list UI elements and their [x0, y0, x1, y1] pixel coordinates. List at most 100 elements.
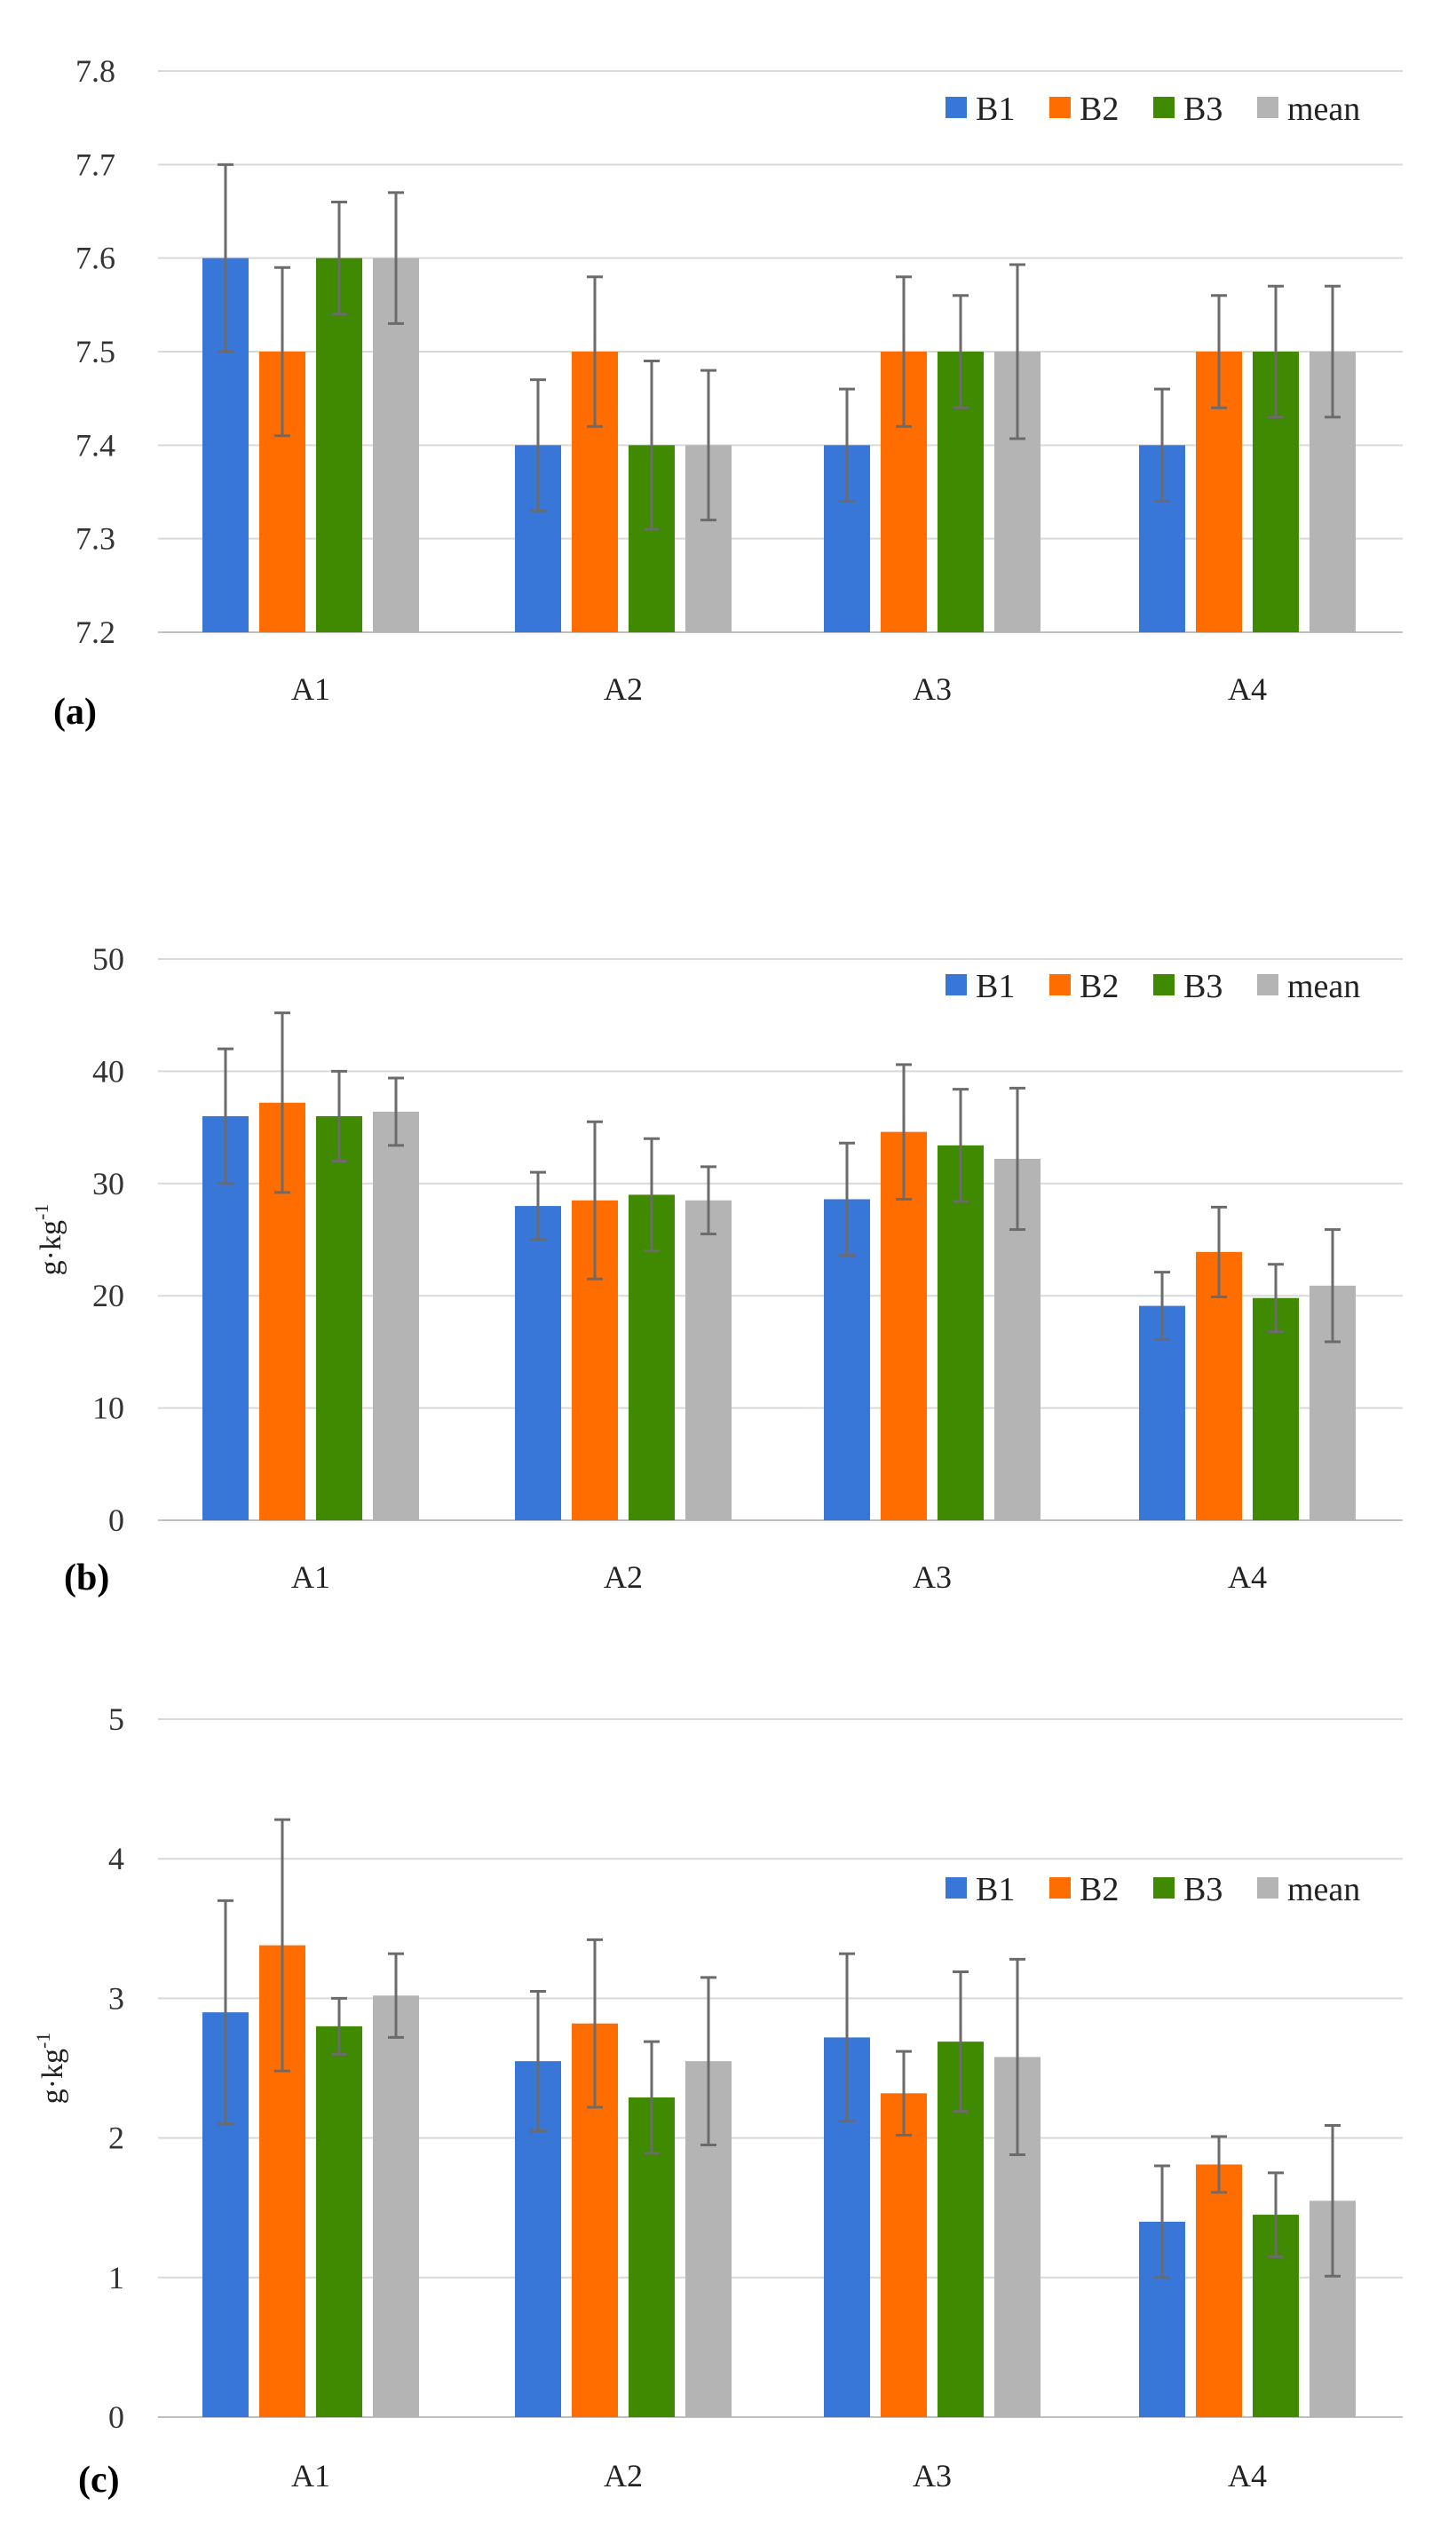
- error-bar: [331, 1069, 347, 1163]
- error-bar: [274, 1011, 290, 1194]
- x-tick-label: A2: [604, 671, 643, 707]
- y-axis-label: g·kg-1: [30, 1204, 67, 1276]
- error-bar: [1009, 263, 1025, 440]
- y-tick-label: 0: [108, 2399, 124, 2435]
- y-tick-label: 7.6: [75, 241, 115, 276]
- y-tick-label: 20: [92, 1278, 124, 1313]
- y-tick-label: 30: [92, 1166, 124, 1201]
- error-bar: [953, 294, 969, 409]
- x-tick-label: A4: [1228, 1559, 1267, 1595]
- y-tick-label: 50: [92, 941, 124, 977]
- x-tick-label: A3: [913, 1559, 952, 1595]
- error-bar: [896, 2049, 912, 2137]
- bar-B2-A4: [1196, 2164, 1242, 2417]
- panel-label: (c): [78, 2460, 120, 2501]
- error-bar: [700, 1976, 716, 2146]
- error-bar: [839, 1952, 855, 2123]
- error-bar: [644, 360, 660, 531]
- bar-B3-A1: [316, 2026, 362, 2417]
- y-tick-label: 5: [108, 1701, 124, 1737]
- error-bar: [953, 1088, 969, 1203]
- legend-swatch-B1: [946, 974, 967, 995]
- legend-label-B3: B3: [1183, 1871, 1223, 1908]
- x-tick-label: A3: [913, 671, 952, 707]
- y-tick-label: 1: [108, 2260, 124, 2295]
- legend: B1 B2 B3 mean: [946, 91, 1360, 128]
- legend-swatch-B2: [1049, 97, 1071, 118]
- legend-swatch-B3: [1153, 974, 1175, 995]
- bar-B3-A1: [316, 258, 362, 632]
- legend-label-mean: mean: [1287, 1871, 1360, 1908]
- error-bar: [953, 1970, 969, 2113]
- error-bar: [896, 275, 912, 428]
- y-tick-label: 2: [108, 2121, 124, 2156]
- legend-swatch-B3: [1153, 1877, 1175, 1899]
- y-axis-label-unit: g·kg: [36, 2049, 69, 2104]
- error-bar: [388, 1952, 404, 2039]
- y-tick-label: 40: [92, 1053, 124, 1089]
- chart-panel-b: 0 10 20 30 40 50 A1 A2 A3 A4 B1 B2 B3 mean (b) g·kg-1: [30, 941, 1403, 1598]
- panel-label: (a): [53, 692, 97, 733]
- legend: B1 B2 B3 mean: [946, 968, 1360, 1005]
- error-bar: [896, 1063, 912, 1201]
- error-bar: [1211, 1205, 1227, 1298]
- y-tick-label: 7.3: [75, 521, 115, 557]
- error-bar: [274, 1818, 290, 2073]
- error-bar: [530, 1990, 546, 2133]
- error-bar: [839, 387, 855, 503]
- error-bar: [644, 2040, 660, 2155]
- bar-mean-A1: [373, 1111, 419, 1520]
- x-tick-label: A3: [913, 2458, 952, 2493]
- error-bar: [587, 1120, 603, 1280]
- x-tick-label: A4: [1228, 2458, 1267, 2493]
- bar-B3-A4: [1253, 1297, 1299, 1520]
- error-bar: [388, 1076, 404, 1147]
- error-bar: [700, 369, 716, 522]
- panel-label: (b): [64, 1558, 109, 1598]
- legend-label-B2: B2: [1080, 968, 1119, 1005]
- x-tick-label: A1: [291, 671, 330, 707]
- error-bar: [1211, 2135, 1227, 2194]
- error-bar: [530, 378, 546, 512]
- y-tick-label: 3: [108, 1980, 124, 2016]
- legend: B1 B2 B3 mean: [946, 1871, 1360, 1908]
- bar-B1-A2: [515, 1206, 561, 1520]
- error-bar: [587, 1938, 603, 2109]
- bar-B2-A3: [881, 2093, 927, 2417]
- legend-label-B3: B3: [1183, 91, 1223, 128]
- legend-label-B1: B1: [976, 968, 1015, 1005]
- bar-mean-A2: [685, 1200, 732, 1520]
- y-tick-label: 7.4: [75, 427, 115, 463]
- error-bar: [1211, 294, 1227, 409]
- bar-B1-A4: [1139, 1305, 1185, 1520]
- error-bar: [274, 266, 290, 438]
- bar-B3-A1: [316, 1115, 362, 1520]
- error-bar: [218, 1899, 233, 2126]
- error-bar: [1154, 1271, 1170, 1341]
- error-bar: [1268, 2171, 1284, 2258]
- error-bar: [700, 1165, 716, 1236]
- error-bar: [1268, 1263, 1284, 1334]
- error-bar: [1009, 1086, 1025, 1232]
- error-bar: [530, 1170, 546, 1241]
- y-tick-label: 7.5: [75, 334, 115, 369]
- bar-B3-A3: [938, 1145, 984, 1520]
- legend-swatch-B3: [1153, 97, 1175, 118]
- error-bar: [388, 191, 404, 325]
- legend-label-B3: B3: [1183, 968, 1223, 1005]
- error-bar: [218, 1047, 233, 1185]
- y-tick-label: 10: [92, 1391, 124, 1426]
- legend-label-mean: mean: [1287, 91, 1360, 128]
- error-bar: [331, 1996, 347, 2056]
- x-tick-label: A2: [604, 2458, 643, 2493]
- legend-swatch-B2: [1049, 974, 1071, 995]
- x-tick-label: A2: [604, 1559, 643, 1595]
- y-tick-label: 7.2: [75, 614, 115, 650]
- x-tick-label: A4: [1228, 671, 1267, 707]
- legend-swatch-B2: [1049, 1877, 1071, 1899]
- error-bar: [1325, 2123, 1341, 2278]
- legend-label-B1: B1: [976, 91, 1015, 128]
- x-tick-label: A1: [291, 1559, 330, 1595]
- y-axis-label-unit: g·kg: [35, 1220, 67, 1275]
